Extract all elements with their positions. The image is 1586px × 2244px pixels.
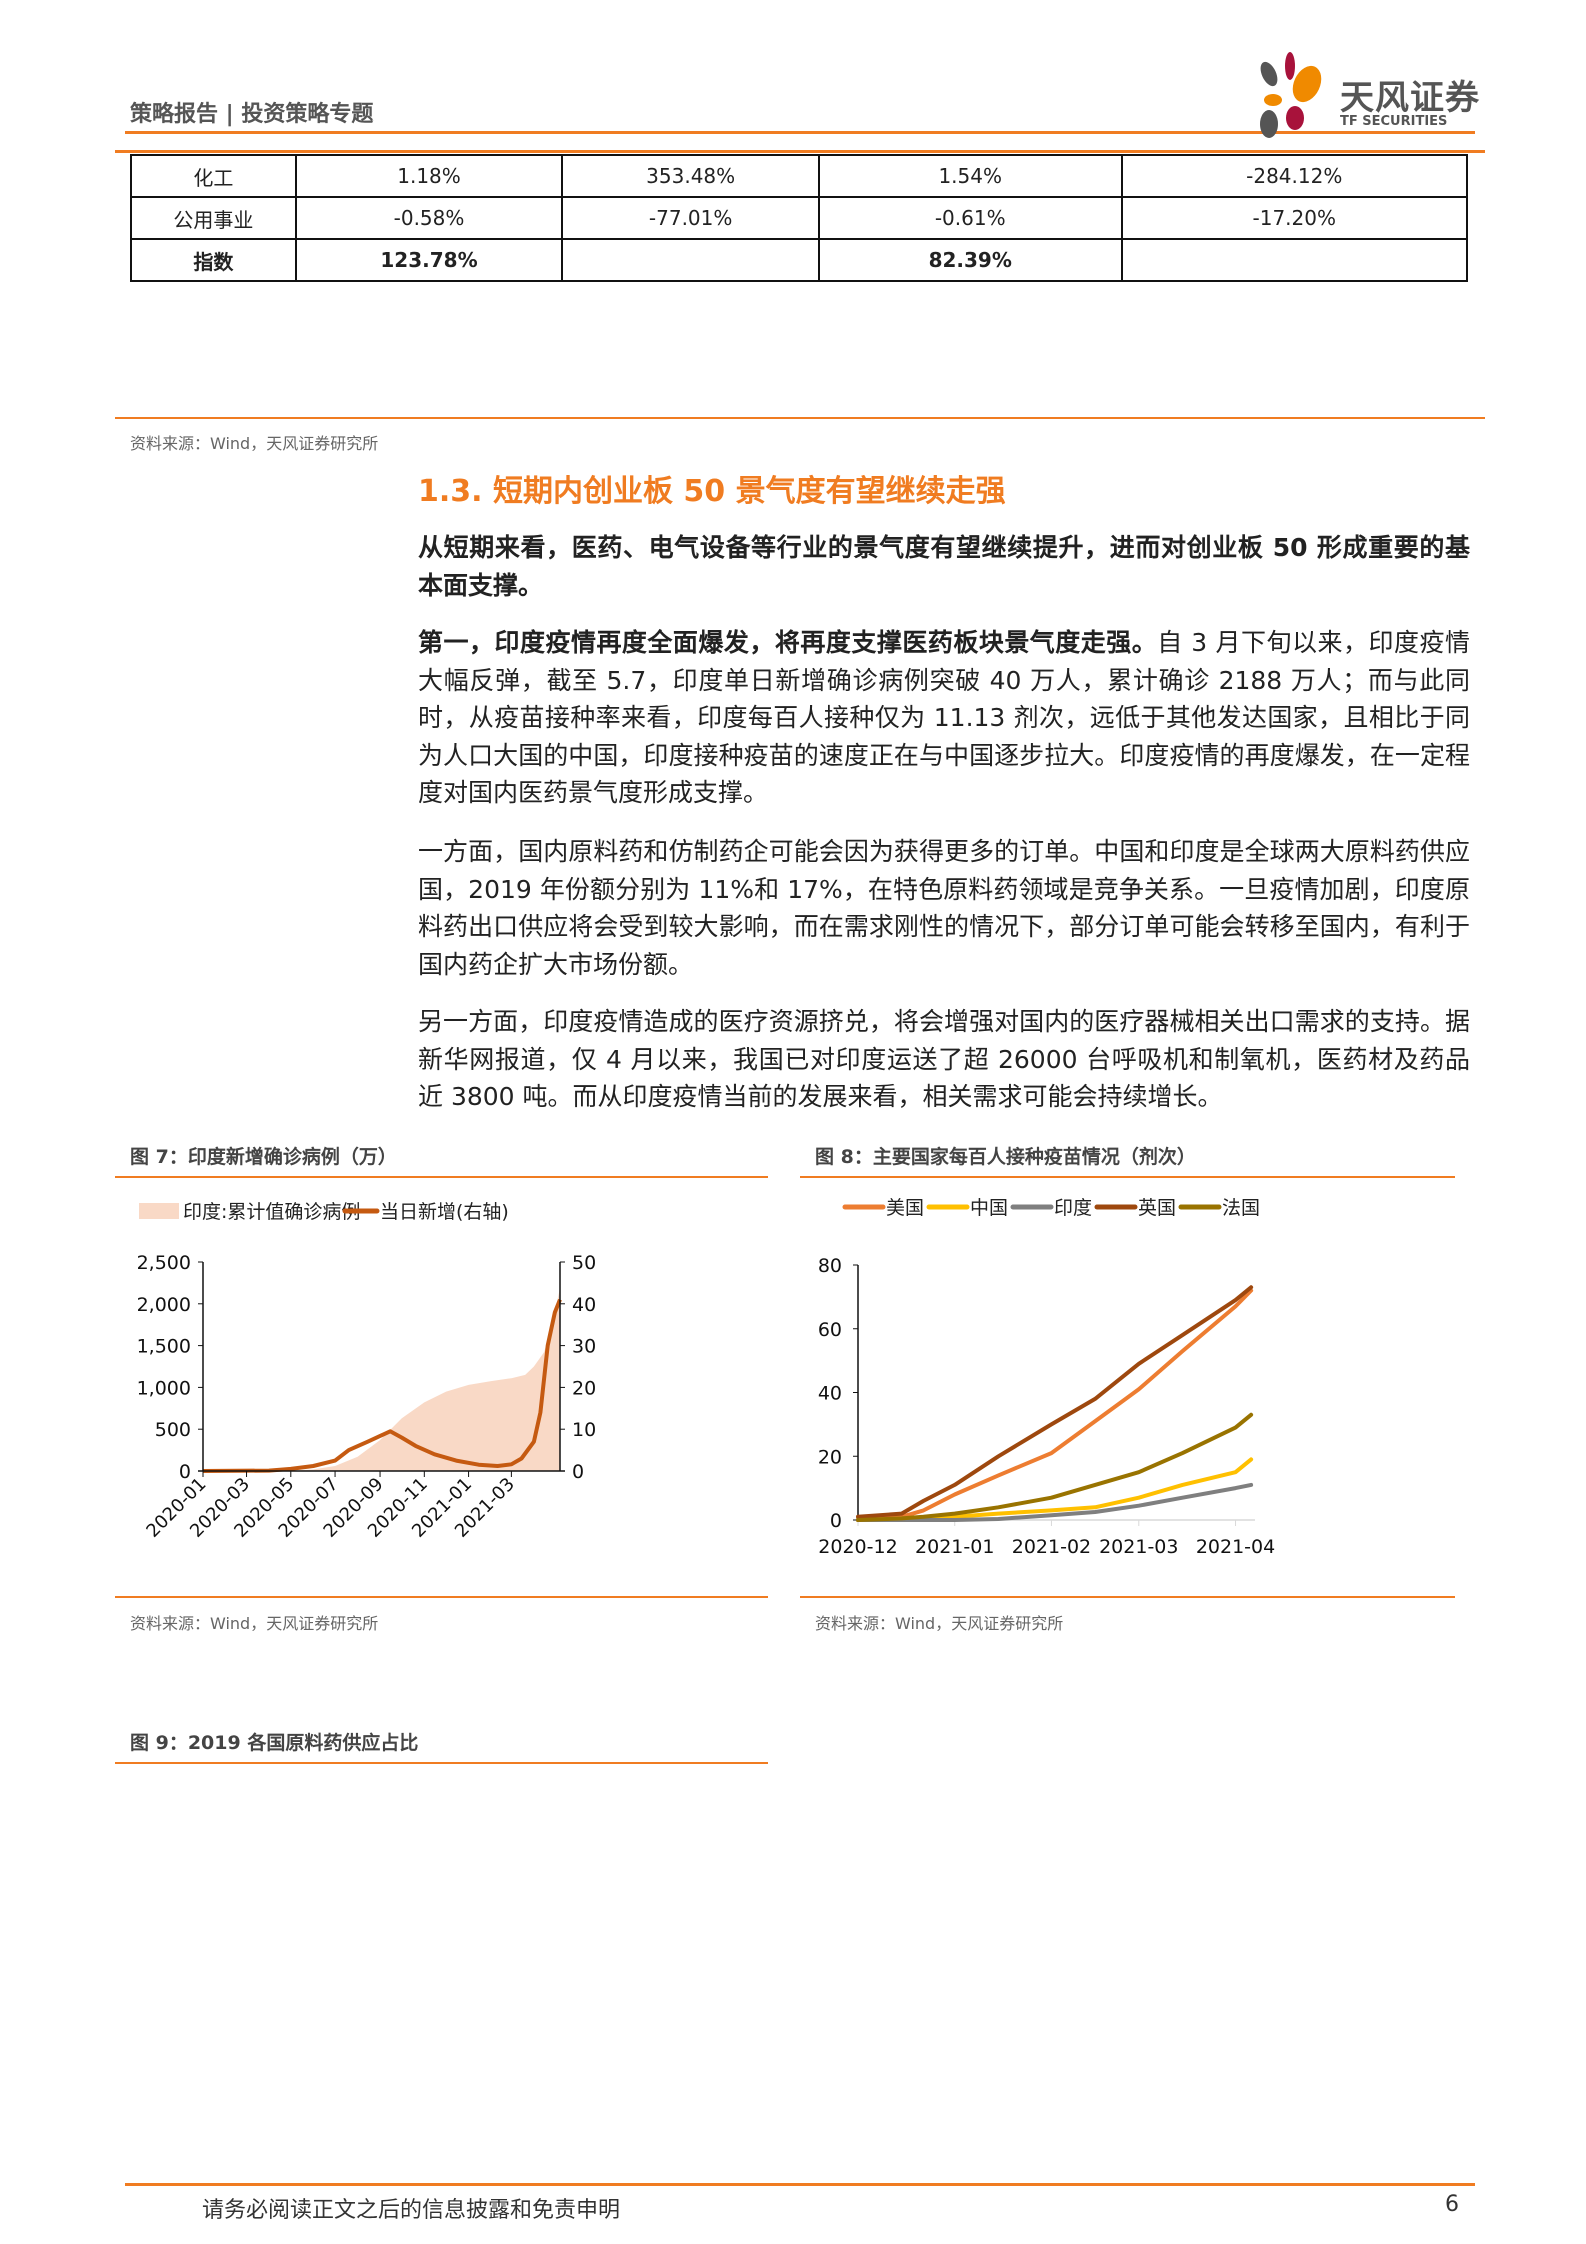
left-tick-label: 500 xyxy=(155,1419,191,1441)
paragraph-lead: 第一，印度疫情再度全面爆发，将再度支撑医药板块景气度走强。 xyxy=(418,628,1158,657)
left-tick-label: 2,500 xyxy=(137,1252,191,1274)
fig7-top-divider xyxy=(115,1176,768,1178)
table-row: 公用事业 -0.58% -77.01% -0.61% -17.20% xyxy=(130,196,1468,240)
paragraph-india-outbreak: 第一，印度疫情再度全面爆发，将再度支撑医药板块景气度走强。自 3 月下旬以来，印… xyxy=(418,624,1470,812)
paragraph-summary: 从短期来看，医药、电气设备等行业的景气度有望继续提升，进而对创业板 50 形成重… xyxy=(418,533,1470,600)
left-tick-label: 0 xyxy=(179,1461,191,1483)
legend-label: 中国 xyxy=(970,1197,1008,1219)
page-number: 6 xyxy=(1445,2192,1459,2217)
paragraph-body: 自 3 月下旬以来，印度疫情大幅反弹，截至 5.7，印度单日新增确诊病例突破 4… xyxy=(418,628,1470,807)
legend-swatch-cumulative xyxy=(139,1203,179,1219)
right-tick-label: 30 xyxy=(572,1336,596,1358)
y-tick-label: 80 xyxy=(818,1255,842,1277)
y-tick-label: 40 xyxy=(818,1383,842,1405)
logo-text-en: TF SECURITIES xyxy=(1340,114,1448,129)
table-cell: 82.39% xyxy=(817,238,1123,282)
legend-label: 美国 xyxy=(886,1197,924,1219)
fig7-chart: 印度:累计值确诊病例 当日新增(右轴)05001,0001,5002,0002,5… xyxy=(137,1201,597,1542)
series-line-美国 xyxy=(856,1288,1254,1522)
logo-text-cn: 天风证券 xyxy=(1340,78,1480,118)
legend-label: 法国 xyxy=(1222,1197,1260,1219)
table-cell xyxy=(561,238,820,282)
table-cell: -17.20% xyxy=(1120,196,1468,240)
fig8-bottom-divider xyxy=(800,1596,1455,1598)
table-cell: -77.01% xyxy=(561,196,820,240)
industry-table: 化工 1.18% 353.48% 1.54% -284.12% 公用事业 -0.… xyxy=(130,154,1468,282)
x-tick-label: 2021-04 xyxy=(1196,1536,1275,1558)
series-line-法国 xyxy=(856,1412,1254,1522)
table-cell: 123.78% xyxy=(294,238,564,282)
footer-divider xyxy=(125,2183,1475,2186)
table-cell: -0.61% xyxy=(817,196,1123,240)
fig9-top-divider xyxy=(115,1762,768,1764)
series-line-英国 xyxy=(856,1285,1254,1519)
y-tick-label: 20 xyxy=(818,1446,842,1468)
right-tick-label: 10 xyxy=(572,1419,596,1441)
table-cell xyxy=(1120,238,1468,282)
legend-label-cumulative: 印度:累计值确诊病例 xyxy=(183,1201,360,1223)
x-tick-label: 2021-01 xyxy=(915,1536,994,1558)
left-tick-label: 1,000 xyxy=(137,1377,191,1399)
right-tick-label: 50 xyxy=(572,1252,596,1274)
fig7-source: 资料来源：Wind，天风证券研究所 xyxy=(130,1614,379,1633)
table-row: 化工 1.18% 353.48% 1.54% -284.12% xyxy=(130,154,1468,198)
report-header-title: 策略报告 | 投资策略专题 xyxy=(130,102,374,127)
fig8-source: 资料来源：Wind，天风证券研究所 xyxy=(815,1614,1064,1633)
table-cell: -284.12% xyxy=(1120,154,1468,198)
table-cell: 1.54% xyxy=(817,154,1123,198)
right-tick-label: 40 xyxy=(572,1294,596,1316)
tf-securities-logo xyxy=(1260,52,1322,138)
table-cell: 1.18% xyxy=(294,154,564,198)
footer-disclaimer: 请务必阅读正文之后的信息披露和免责申明 xyxy=(202,2198,621,2223)
legend-label: 英国 xyxy=(1138,1197,1176,1219)
fig8-chart: 美国 中国 印度 英国 法国 0 20 40 60 80 2020-12 2021-01 2021-02… xyxy=(818,1197,1275,1558)
table-row-total: 指数 123.78% 82.39% xyxy=(130,238,1468,282)
x-tick-label: 2021-03 xyxy=(1099,1536,1178,1558)
left-tick-label: 2,000 xyxy=(137,1294,191,1316)
fig7-bottom-divider xyxy=(115,1596,768,1598)
table-source: 资料来源：Wind，天风证券研究所 xyxy=(130,434,379,453)
left-tick-label: 1,500 xyxy=(137,1336,191,1358)
table-cell: -0.58% xyxy=(294,196,564,240)
table-cell: 指数 xyxy=(130,238,297,282)
header-divider xyxy=(125,131,1475,134)
right-tick-label: 0 xyxy=(572,1461,584,1483)
legend-label: 印度 xyxy=(1054,1197,1092,1219)
fig9-title: 图 9：2019 各国原料药供应占比 xyxy=(130,1732,419,1754)
y-tick-label: 0 xyxy=(830,1510,842,1532)
x-tick-label: 2020-12 xyxy=(818,1536,897,1558)
series-area-cumulative xyxy=(203,1288,560,1471)
legend-label-daily: 当日新增(右轴) xyxy=(380,1201,509,1223)
section-heading: 1.3. 短期内创业板 50 景气度有望继续走强 xyxy=(418,474,1006,509)
table-top-divider xyxy=(115,150,1485,153)
y-tick-label: 60 xyxy=(818,1319,842,1341)
series-line-印度 xyxy=(856,1482,1254,1522)
table-cell: 353.48% xyxy=(561,154,820,198)
paragraph-api-orders: 一方面，国内原料药和仿制药企可能会因为获得更多的订单。中国和印度是全球两大原料药… xyxy=(418,837,1470,979)
paragraph-medical-devices: 另一方面，印度疫情造成的医疗资源挤兑，将会增强对国内的医疗器械相关出口需求的支持… xyxy=(418,1007,1470,1111)
table-cell: 公用事业 xyxy=(130,196,297,240)
table-cell: 化工 xyxy=(130,154,297,198)
x-tick-label: 2021-02 xyxy=(1012,1536,1091,1558)
fig8-title: 图 8：主要国家每百人接种疫苗情况（剂次） xyxy=(815,1146,1196,1168)
fig7-title: 图 7：印度新增确诊病例（万） xyxy=(130,1146,397,1168)
fig8-top-divider xyxy=(800,1176,1455,1178)
right-tick-label: 20 xyxy=(572,1377,596,1399)
source-divider xyxy=(115,417,1485,419)
series-line-daily xyxy=(202,1298,562,1473)
